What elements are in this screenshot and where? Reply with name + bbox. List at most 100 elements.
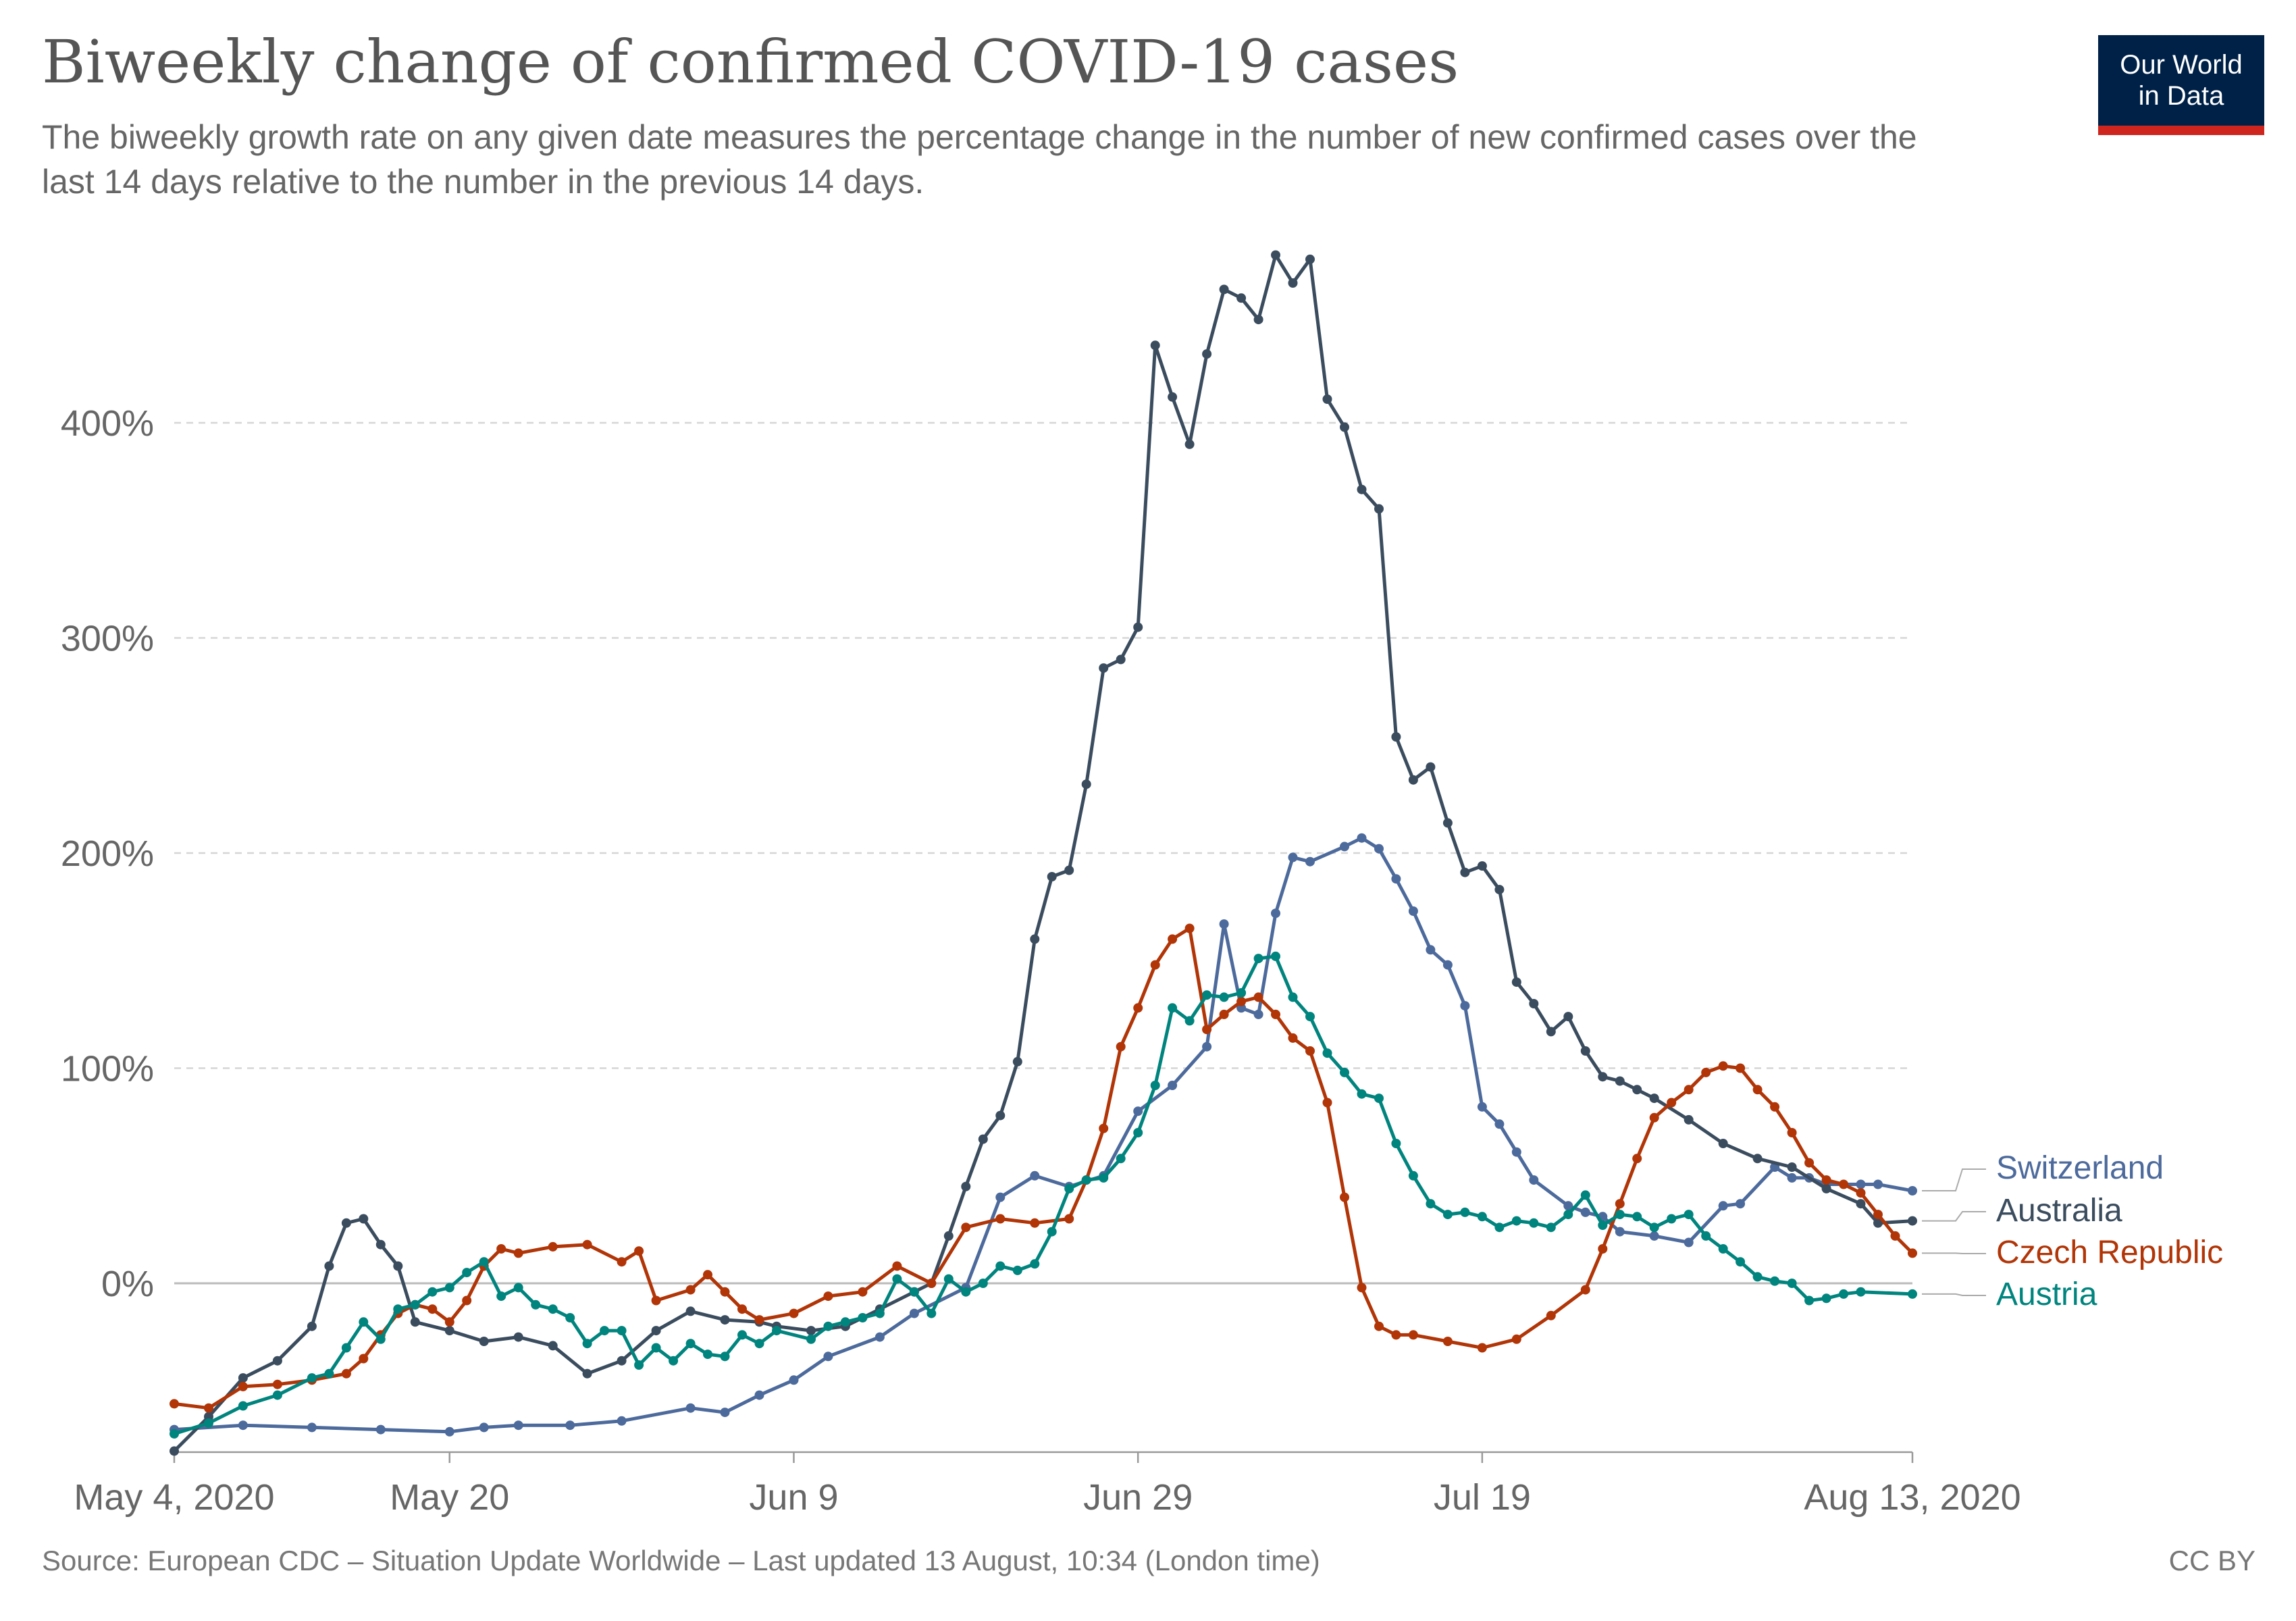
series-line[interactable] — [172, 954, 1914, 1436]
data-point[interactable] — [1271, 1009, 1280, 1019]
data-point[interactable] — [806, 1334, 816, 1344]
data-point[interactable] — [375, 1424, 386, 1435]
data-point[interactable] — [858, 1287, 868, 1297]
data-point[interactable] — [754, 1339, 764, 1349]
data-point[interactable] — [1442, 1337, 1453, 1346]
source-note[interactable]: Source: European CDC – Situation Update … — [42, 1545, 1320, 1576]
data-point[interactable] — [1615, 1076, 1625, 1086]
data-point[interactable] — [823, 1321, 833, 1331]
data-point[interactable] — [1649, 1231, 1659, 1241]
data-point[interactable] — [1615, 1227, 1625, 1237]
data-point[interactable] — [1133, 622, 1143, 632]
data-point[interactable] — [1116, 654, 1126, 665]
data-point[interactable] — [1442, 1210, 1453, 1220]
data-point[interactable] — [548, 1304, 558, 1314]
data-point[interactable] — [1391, 732, 1401, 742]
data-point[interactable] — [703, 1270, 712, 1280]
data-point[interactable] — [375, 1239, 386, 1250]
data-point[interactable] — [961, 1181, 971, 1191]
data-point[interactable] — [823, 1291, 833, 1302]
data-point[interactable] — [513, 1420, 523, 1431]
data-point[interactable] — [1787, 1162, 1797, 1172]
data-point[interactable] — [1736, 1257, 1746, 1267]
data-point[interactable] — [496, 1291, 506, 1302]
data-point[interactable] — [375, 1334, 386, 1344]
data-point[interactable] — [1271, 951, 1280, 961]
data-point[interactable] — [410, 1317, 420, 1327]
data-point[interactable] — [444, 1326, 454, 1336]
data-point[interactable] — [1667, 1098, 1677, 1108]
data-point[interactable] — [1821, 1175, 1831, 1185]
series-line[interactable] — [172, 927, 1914, 1410]
data-point[interactable] — [513, 1332, 523, 1342]
data-point[interactable] — [1030, 1259, 1040, 1269]
data-point[interactable] — [169, 1446, 179, 1456]
data-point[interactable] — [720, 1287, 730, 1297]
data-point[interactable] — [204, 1403, 213, 1413]
data-point[interactable] — [1908, 1248, 1917, 1258]
data-point[interactable] — [754, 1390, 764, 1400]
data-point[interactable] — [669, 1356, 679, 1366]
data-point[interactable] — [978, 1279, 988, 1288]
data-point[interactable] — [1253, 954, 1263, 964]
data-point[interactable] — [1030, 1218, 1040, 1228]
data-point[interactable] — [1391, 1139, 1401, 1148]
data-point[interactable] — [1494, 885, 1505, 895]
data-point[interactable] — [1460, 1207, 1470, 1217]
data-point[interactable] — [393, 1304, 403, 1314]
data-point[interactable] — [1770, 1276, 1780, 1286]
data-point[interactable] — [1873, 1218, 1883, 1228]
series-czech-republic[interactable] — [169, 923, 1917, 1413]
data-point[interactable] — [1202, 1041, 1212, 1052]
data-point[interactable] — [1856, 1188, 1866, 1198]
data-point[interactable] — [1253, 315, 1263, 325]
data-point[interactable] — [1340, 1067, 1349, 1077]
data-point[interactable] — [1116, 1154, 1126, 1164]
data-point[interactable] — [1047, 872, 1057, 881]
data-point[interactable] — [1598, 1220, 1608, 1230]
data-point[interactable] — [1340, 842, 1349, 852]
data-point[interactable] — [823, 1352, 833, 1362]
series-austria[interactable] — [169, 951, 1917, 1439]
data-point[interactable] — [1563, 1012, 1573, 1022]
data-point[interactable] — [1615, 1210, 1625, 1220]
data-point[interactable] — [1357, 1283, 1367, 1293]
data-point[interactable] — [341, 1368, 351, 1379]
data-point[interactable] — [204, 1418, 213, 1428]
data-point[interactable] — [1426, 762, 1436, 772]
data-point[interactable] — [1357, 484, 1367, 494]
data-point[interactable] — [1219, 284, 1229, 294]
data-point[interactable] — [1271, 250, 1280, 260]
data-point[interactable] — [548, 1341, 558, 1351]
data-point[interactable] — [1064, 1214, 1074, 1224]
data-point[interactable] — [909, 1308, 919, 1318]
data-point[interactable] — [685, 1306, 696, 1316]
data-point[interactable] — [1357, 833, 1367, 843]
data-point[interactable] — [324, 1368, 334, 1379]
data-point[interactable] — [1821, 1293, 1831, 1304]
data-point[interactable] — [892, 1261, 902, 1271]
data-point[interactable] — [359, 1214, 369, 1224]
data-point[interactable] — [1667, 1214, 1677, 1224]
data-point[interactable] — [427, 1304, 438, 1314]
data-point[interactable] — [754, 1315, 764, 1325]
data-point[interactable] — [1168, 1081, 1178, 1090]
data-point[interactable] — [1908, 1186, 1917, 1195]
data-point[interactable] — [1529, 1175, 1539, 1185]
data-point[interactable] — [1012, 1056, 1022, 1066]
data-point[interactable] — [1322, 1098, 1332, 1108]
data-point[interactable] — [496, 1244, 506, 1254]
data-point[interactable] — [1150, 960, 1160, 970]
data-point[interactable] — [1477, 861, 1487, 871]
data-point[interactable] — [565, 1313, 575, 1322]
data-point[interactable] — [479, 1337, 489, 1346]
data-point[interactable] — [1202, 1025, 1212, 1035]
data-point[interactable] — [806, 1326, 816, 1336]
data-point[interactable] — [1511, 977, 1521, 987]
data-point[interactable] — [238, 1373, 248, 1383]
data-point[interactable] — [789, 1308, 799, 1318]
data-point[interactable] — [927, 1308, 937, 1318]
data-point[interactable] — [685, 1339, 696, 1349]
data-point[interactable] — [1804, 1295, 1815, 1306]
data-point[interactable] — [444, 1317, 454, 1327]
